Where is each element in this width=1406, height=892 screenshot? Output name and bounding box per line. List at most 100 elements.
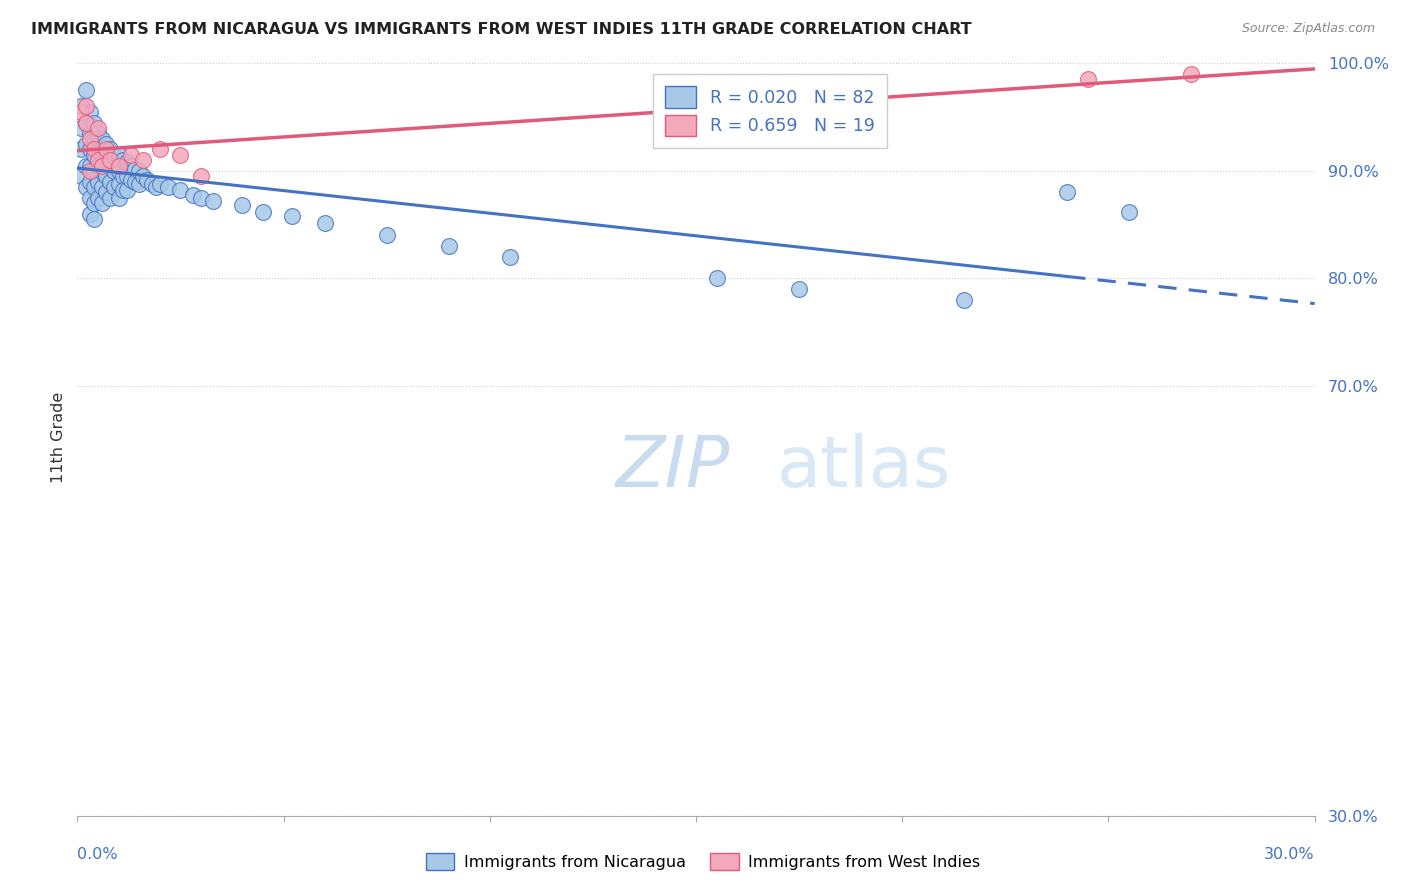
- Point: [136, 172, 159, 186]
- Point: [124, 161, 146, 176]
- Point: [157, 180, 180, 194]
- Point: [87, 126, 110, 140]
- Point: [1180, 67, 1202, 81]
- Point: [70, 104, 93, 119]
- Point: [96, 136, 118, 151]
- Point: [1056, 186, 1078, 200]
- Point: [75, 83, 97, 97]
- Point: [83, 142, 105, 156]
- Point: [231, 198, 253, 212]
- Point: [1118, 204, 1140, 219]
- Point: [91, 131, 114, 145]
- Point: [103, 148, 125, 162]
- Point: [83, 115, 105, 129]
- Point: [103, 164, 125, 178]
- Point: [83, 212, 105, 227]
- Point: [281, 209, 304, 223]
- Point: [132, 169, 155, 184]
- Text: Source: ZipAtlas.com: Source: ZipAtlas.com: [1241, 22, 1375, 36]
- Point: [75, 136, 97, 151]
- Point: [70, 99, 93, 113]
- Point: [120, 172, 142, 186]
- Point: [181, 187, 204, 202]
- Point: [98, 159, 121, 173]
- Point: [75, 159, 97, 173]
- Point: [87, 191, 110, 205]
- Y-axis label: 11th Grade: 11th Grade: [51, 392, 66, 483]
- Point: [96, 169, 118, 184]
- Point: [103, 180, 125, 194]
- Point: [87, 142, 110, 156]
- Point: [87, 159, 110, 173]
- Text: ZIP: ZIP: [616, 433, 730, 502]
- Point: [98, 153, 121, 168]
- Point: [87, 120, 110, 135]
- Point: [96, 153, 118, 168]
- Legend: Immigrants from Nicaragua, Immigrants from West Indies: Immigrants from Nicaragua, Immigrants fr…: [419, 847, 987, 877]
- Point: [115, 169, 138, 184]
- Point: [75, 115, 97, 129]
- Point: [141, 177, 163, 191]
- Point: [115, 183, 138, 197]
- Point: [437, 239, 460, 253]
- Point: [98, 142, 121, 156]
- Point: [91, 148, 114, 162]
- Point: [132, 153, 155, 168]
- Point: [314, 215, 336, 229]
- Point: [190, 191, 212, 205]
- Point: [79, 207, 101, 221]
- Point: [499, 250, 522, 264]
- Point: [79, 104, 101, 119]
- Point: [79, 191, 101, 205]
- Point: [79, 126, 101, 140]
- Text: IMMIGRANTS FROM NICARAGUA VS IMMIGRANTS FROM WEST INDIES 11TH GRADE CORRELATION : IMMIGRANTS FROM NICARAGUA VS IMMIGRANTS …: [31, 22, 972, 37]
- Point: [91, 159, 114, 173]
- Point: [169, 183, 191, 197]
- Point: [202, 194, 225, 208]
- Point: [149, 142, 172, 156]
- Point: [83, 131, 105, 145]
- Point: [115, 155, 138, 169]
- Point: [375, 228, 398, 243]
- Point: [83, 196, 105, 211]
- Point: [70, 169, 93, 184]
- Point: [79, 131, 101, 145]
- Point: [111, 169, 134, 184]
- Text: atlas: atlas: [776, 433, 950, 502]
- Point: [83, 148, 105, 162]
- Point: [98, 191, 121, 205]
- Point: [91, 180, 114, 194]
- Point: [111, 153, 134, 168]
- Point: [91, 164, 114, 178]
- Point: [75, 180, 97, 194]
- Text: 0.0%: 0.0%: [77, 847, 118, 862]
- Point: [96, 142, 118, 156]
- Point: [107, 159, 129, 173]
- Point: [190, 169, 212, 184]
- Point: [149, 177, 172, 191]
- Point: [96, 186, 118, 200]
- Point: [83, 164, 105, 178]
- Point: [124, 175, 146, 189]
- Point: [120, 159, 142, 173]
- Point: [107, 177, 129, 191]
- Point: [87, 153, 110, 168]
- Point: [111, 183, 134, 197]
- Point: [787, 282, 810, 296]
- Point: [87, 175, 110, 189]
- Point: [79, 175, 101, 189]
- Point: [83, 180, 105, 194]
- Point: [98, 175, 121, 189]
- Point: [169, 148, 191, 162]
- Text: 30.0%: 30.0%: [1264, 847, 1315, 862]
- Point: [70, 120, 93, 135]
- Point: [1077, 72, 1099, 87]
- Point: [79, 164, 101, 178]
- Point: [79, 159, 101, 173]
- Point: [252, 204, 274, 219]
- Point: [953, 293, 976, 307]
- Point: [120, 148, 142, 162]
- Legend: R = 0.020   N = 82, R = 0.659   N = 19: R = 0.020 N = 82, R = 0.659 N = 19: [652, 74, 887, 148]
- Point: [70, 142, 93, 156]
- Point: [91, 196, 114, 211]
